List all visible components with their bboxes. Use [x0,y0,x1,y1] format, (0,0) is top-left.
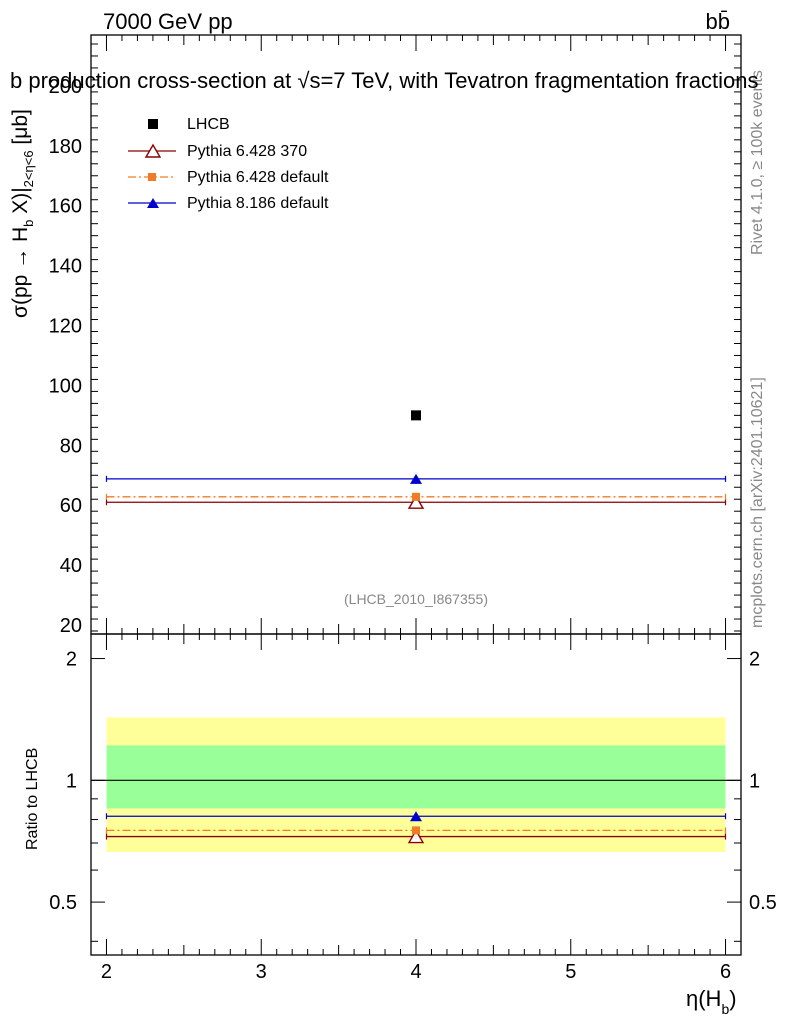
x-tick-label-6: 6 [720,961,731,983]
ratio-y-tick-label-right-1: 1 [749,770,760,792]
main-marker-pythia-6-428-default [412,492,420,501]
rivet-label: Rivet 4.1.0, ≥ 100k events [749,70,766,255]
ratio-marker-pythia-8-186-default [410,811,422,822]
ratio-y-tick-label-right-0.5: 0.5 [749,892,777,914]
main-marker-lhcb [411,410,421,421]
ratio-y-tick-label-1: 1 [66,770,77,792]
ratio-band-inner [106,745,726,809]
x-tick-label-4: 4 [410,961,421,983]
main-y-tick-label-20: 20 [60,615,82,637]
process-label: bb̄ [706,9,730,34]
main-marker-pythia-6-428-370 [407,494,425,509]
energy-label: 7000 GeV pp [103,9,233,34]
legend-label-py8-default: Pythia 8.186 default [187,195,329,212]
main-axis-ticks [91,35,741,955]
main-y-tick-label-60: 60 [60,495,82,517]
ratio-series [105,811,727,844]
ratio-marker-pythia-6-428-default [412,826,420,835]
x-tick-label-5: 5 [565,961,576,983]
legend-marker-py6-370 [144,143,162,158]
main-marker-pythia-8-186-default [410,473,422,484]
legend-label-lhcb: LHCB [187,116,230,133]
legend-label-py6-370: Pythia 6.428 370 [187,143,307,160]
mcplots-label: mcplots.cern.ch [arXiv:2401.10621] [749,377,766,628]
chart-title: b production cross-section at √s=7 TeV, … [10,68,758,93]
main-y-tick-labels: 20 40 60 80 100 120 140 160 180 200 [49,76,82,637]
legend-label-py6-default: Pythia 6.428 default [187,169,329,186]
x-tick-labels: 2 3 4 5 6 [101,961,731,983]
x-tick-label-2: 2 [101,961,112,983]
main-y-tick-label-80: 80 [60,435,82,457]
ratio-axis-ticks [91,658,741,942]
ratio-y-tick-label-right-2: 2 [749,649,760,671]
ratio-y-tick-label-2: 2 [66,649,77,671]
main-y-tick-label-180: 180 [49,136,82,158]
legend-marker-py8-default [147,198,159,208]
legend-marker-lhcb [148,119,158,129]
ratio-marker-pythia-6-428-370 [407,829,425,844]
main-y-axis-title: σ(pp → Hb X)|2<η<6 [μb] [9,109,36,318]
main-y-tick-label-140: 140 [49,256,82,278]
x-tick-label-3: 3 [256,961,267,983]
ratio-y-tick-labels: 0.5 1 2 0.5 1 2 [49,649,777,915]
x-axis-title: η(Hb) [686,986,737,1017]
legend-marker-py6-default [148,173,156,181]
analysis-watermark: (LHCB_2010_I867355) [344,591,488,607]
main-series [105,410,727,509]
main-y-tick-label-160: 160 [49,196,82,218]
legend: LHCB Pythia 6.428 370 Pythia 6.428 defau… [128,116,329,212]
main-y-tick-label-40: 40 [60,555,82,577]
main-y-tick-label-200: 200 [49,76,82,98]
main-y-tick-label-120: 120 [49,316,82,338]
main-y-tick-label-100: 100 [49,375,82,397]
ratio-y-tick-label-0.5: 0.5 [49,892,77,914]
ratio-y-axis-title: Ratio to LHCB [24,748,41,850]
